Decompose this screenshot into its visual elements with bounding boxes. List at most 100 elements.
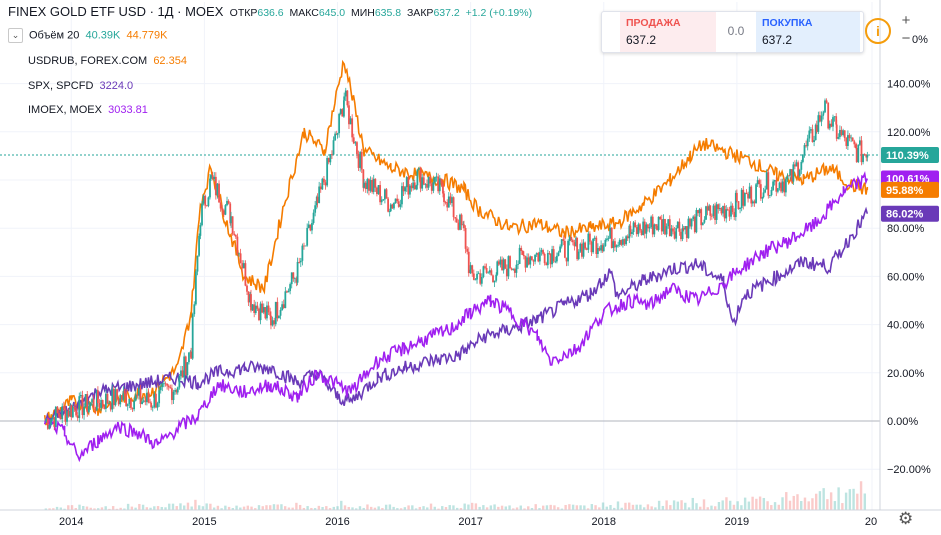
volume-bar bbox=[747, 501, 751, 510]
gold-candle-body bbox=[50, 419, 52, 426]
volume-bar bbox=[418, 506, 422, 510]
gold-candle-body bbox=[156, 403, 159, 408]
gold-candle-body bbox=[643, 221, 646, 234]
gold-candle-body bbox=[427, 176, 430, 188]
gold-candle-body bbox=[614, 241, 616, 248]
time-axis[interactable]: 2014 2015 2016 2017 2018 2019 20 bbox=[0, 509, 941, 528]
gold-candle-body bbox=[421, 177, 424, 189]
gold-candle-body bbox=[598, 247, 601, 251]
gold-candle-body bbox=[648, 227, 651, 229]
gold-candle-body bbox=[524, 256, 527, 268]
volume-bar bbox=[721, 500, 724, 510]
gold-candle-body bbox=[188, 352, 190, 363]
high-value: 645.0 bbox=[318, 7, 346, 19]
gold-candle-body bbox=[175, 389, 178, 393]
gold-candle-body bbox=[312, 212, 315, 224]
gold-candle-body bbox=[745, 192, 748, 194]
gold-candle-body bbox=[159, 387, 162, 391]
volume-bar bbox=[620, 507, 623, 510]
gold-candle-body bbox=[615, 245, 618, 248]
volume-bar bbox=[119, 507, 122, 510]
legend-spx[interactable]: SPX, SPCFD 3224.0 bbox=[28, 80, 134, 92]
volume-bar bbox=[571, 504, 575, 510]
volume-bar bbox=[635, 504, 638, 510]
gold-candle-body bbox=[391, 204, 394, 209]
gold-candle-body bbox=[253, 304, 256, 314]
volume-bar bbox=[403, 507, 407, 510]
last-value-tag bbox=[881, 181, 939, 198]
legend-usdrub[interactable]: USDRUB, FOREX.COM 62.354 bbox=[28, 55, 187, 67]
gold-candle-body bbox=[271, 320, 274, 326]
gold-candle-body bbox=[92, 399, 95, 409]
volume-bar bbox=[616, 501, 620, 510]
volume-bar bbox=[325, 506, 328, 510]
volume-bar bbox=[758, 496, 762, 510]
gold-candle-body bbox=[226, 200, 228, 206]
gold-candle-body bbox=[198, 235, 200, 256]
volume-bar bbox=[687, 507, 691, 510]
volume-bar bbox=[276, 504, 279, 510]
gold-candle-body bbox=[134, 394, 137, 401]
gold-candle-body bbox=[267, 305, 270, 313]
volume-bar bbox=[781, 497, 784, 510]
gold-candle-body bbox=[97, 390, 99, 404]
buy-button[interactable]: ПОКУПКА 637.2 bbox=[756, 12, 860, 52]
gold-candle-body bbox=[296, 261, 299, 283]
sell-button[interactable]: ПРОДАЖА 637.2 bbox=[620, 12, 716, 52]
volume-bar bbox=[347, 506, 350, 510]
gold-candle-body bbox=[690, 219, 693, 227]
chevron-down-icon[interactable]: ⌄ bbox=[8, 28, 23, 43]
volume-bar bbox=[340, 500, 343, 510]
gold-candle-body bbox=[573, 242, 576, 247]
gold-candle-body bbox=[562, 239, 565, 241]
gold-candle-body bbox=[750, 186, 753, 204]
y-tick-label: 80.00% bbox=[887, 223, 925, 235]
gold-candle-body bbox=[372, 178, 375, 192]
gold-candle-body bbox=[556, 255, 558, 262]
zoom-out-button[interactable]: − bbox=[901, 30, 911, 47]
volume-bar bbox=[123, 508, 126, 510]
gold-candle-body bbox=[369, 180, 372, 191]
volume-bar bbox=[63, 508, 66, 510]
volume-bar bbox=[388, 504, 392, 510]
gold-candle-body bbox=[222, 210, 225, 215]
gold-candle-body bbox=[680, 231, 682, 240]
gold-candle-body bbox=[364, 182, 367, 190]
gold-candle-body bbox=[434, 176, 436, 183]
volume-bar bbox=[579, 505, 582, 510]
gold-candle-body bbox=[444, 202, 447, 203]
volume-bar bbox=[844, 492, 848, 510]
y-tick-label: 20.00% bbox=[887, 368, 925, 380]
volume-bar bbox=[489, 505, 493, 510]
volume-bar bbox=[553, 505, 556, 510]
legend-imoex[interactable]: IMOEX, MOEX 3033.81 bbox=[28, 104, 148, 116]
gold-candle-body bbox=[442, 183, 444, 194]
gold-candle-body bbox=[764, 189, 767, 193]
gold-candle-body bbox=[510, 268, 513, 270]
gear-icon[interactable]: ⚙ bbox=[898, 509, 914, 528]
gold-candle-body bbox=[526, 257, 528, 268]
gold-candle-body bbox=[832, 117, 834, 127]
gold-candle-body bbox=[803, 145, 806, 155]
chart-legend: FINEX GOLD ETF USD · 1Д · MOEX ОТКР636.6… bbox=[8, 4, 532, 20]
gold-candle-body bbox=[718, 208, 721, 210]
gold-candle-body bbox=[780, 182, 782, 192]
info-icon[interactable]: i bbox=[865, 18, 891, 44]
volume-bar bbox=[186, 502, 190, 510]
gold-candle-body bbox=[529, 256, 532, 265]
gold-candle-body bbox=[91, 399, 93, 403]
volume-bar bbox=[343, 505, 347, 510]
symbol-title[interactable]: FINEX GOLD ETF USD · 1Д · MOEX bbox=[8, 4, 224, 19]
gold-candle-body bbox=[789, 169, 792, 176]
gold-candle-body bbox=[429, 176, 432, 184]
gold-candle-body bbox=[811, 129, 814, 142]
gold-candle-body bbox=[576, 237, 579, 260]
gold-candle-body bbox=[119, 395, 122, 405]
price-axis[interactable]: 140.00% 120.00% 80.00% 60.00% 40.00% 20.00% 0.… bbox=[879, 0, 931, 510]
gold-candle-body bbox=[244, 263, 247, 286]
zoom-in-button[interactable]: + bbox=[901, 12, 911, 29]
gold-candle-body bbox=[781, 181, 784, 192]
gold-candle-body bbox=[409, 185, 411, 195]
volume-bar bbox=[212, 507, 216, 510]
